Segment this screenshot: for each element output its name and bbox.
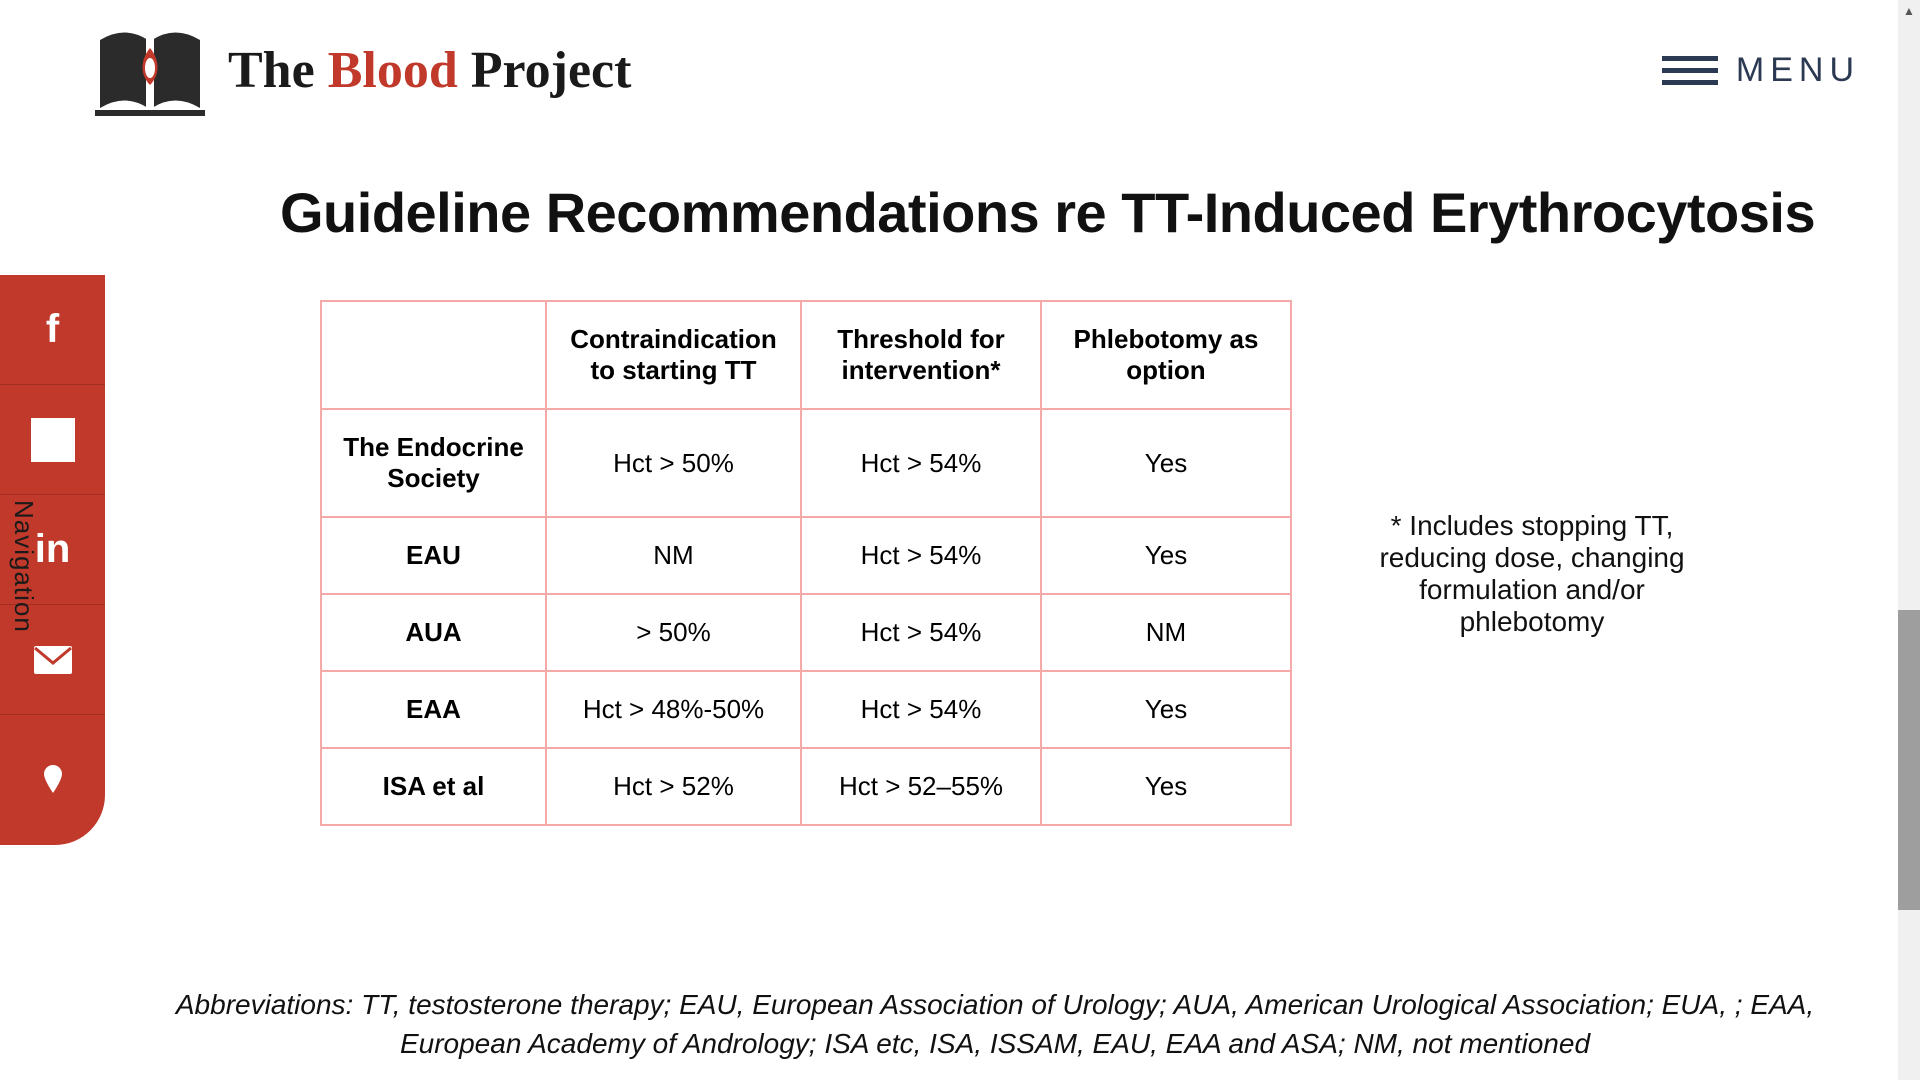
scrollbar-up-arrow[interactable]: ▲ [1898,0,1920,22]
navigation-label: Navigation [8,500,39,633]
table-row: EAUNMHct > 54%Yes [321,517,1291,594]
table-cell: Hct > 54% [801,409,1041,517]
table-row: ISA et alHct > 52%Hct > 52–55%Yes [321,748,1291,825]
content-area: Contraindication to starting TT Threshol… [320,300,1800,826]
sidebar-nav-tab[interactable] [0,715,105,845]
book-logo-icon [90,20,210,120]
row-label: AUA [321,594,546,671]
table-cell: NM [1041,594,1291,671]
table-cell: Hct > 48%-50% [546,671,801,748]
facebook-icon: f [46,307,59,352]
table-cell: > 50% [546,594,801,671]
table-cell: Hct > 54% [801,517,1041,594]
menu-label: MENU [1736,51,1860,90]
row-label: EAA [321,671,546,748]
row-label: The Endocrine Society [321,409,546,517]
pin-icon [38,763,68,797]
table-cell: Hct > 52–55% [801,748,1041,825]
table-cell: Yes [1041,748,1291,825]
col-header-contraindication: Contraindication to starting TT [546,301,801,409]
footnote-asterisk: * Includes stopping TT, reducing dose, c… [1352,510,1712,638]
table-cell: Yes [1041,517,1291,594]
scrollbar-track[interactable] [1898,0,1920,1080]
col-header-threshold: Threshold for intervention* [801,301,1041,409]
col-header-phlebotomy: Phlebotomy as option [1041,301,1291,409]
menu-toggle[interactable]: MENU [1662,51,1860,90]
site-header: The Blood Project MENU [90,20,1860,120]
brand-text: The Blood Project [228,41,631,100]
table-cell: Hct > 54% [801,594,1041,671]
abbreviations-line: Abbreviations: TT, testosterone therapy;… [170,985,1820,1063]
brand-part-project: Project [458,42,632,99]
row-label: EAU [321,517,546,594]
scrollbar-thumb[interactable] [1898,610,1920,910]
share-facebook-button[interactable]: f [0,275,105,385]
table-row: AUA> 50%Hct > 54%NM [321,594,1291,671]
guideline-table: Contraindication to starting TT Threshol… [320,300,1292,826]
brand-part-blood: Blood [328,42,458,99]
col-header-blank [321,301,546,409]
email-icon [33,645,73,675]
table-row: EAAHct > 48%-50%Hct > 54%Yes [321,671,1291,748]
table-cell: Yes [1041,671,1291,748]
page-title: Guideline Recommendations re TT-Induced … [280,180,1815,245]
table-cell: NM [546,517,801,594]
table-cell: Hct > 50% [546,409,801,517]
table-cell: Hct > 54% [801,671,1041,748]
share-generic-button[interactable] [0,385,105,495]
row-label: ISA et al [321,748,546,825]
table-cell: Hct > 52% [546,748,801,825]
brand-logo-wrap[interactable]: The Blood Project [90,20,631,120]
brand-part-the: The [228,42,328,99]
hamburger-icon [1662,56,1718,85]
table-row: The Endocrine SocietyHct > 50%Hct > 54%Y… [321,409,1291,517]
linkedin-icon: in [35,527,71,572]
table-cell: Yes [1041,409,1291,517]
table-header-row: Contraindication to starting TT Threshol… [321,301,1291,409]
